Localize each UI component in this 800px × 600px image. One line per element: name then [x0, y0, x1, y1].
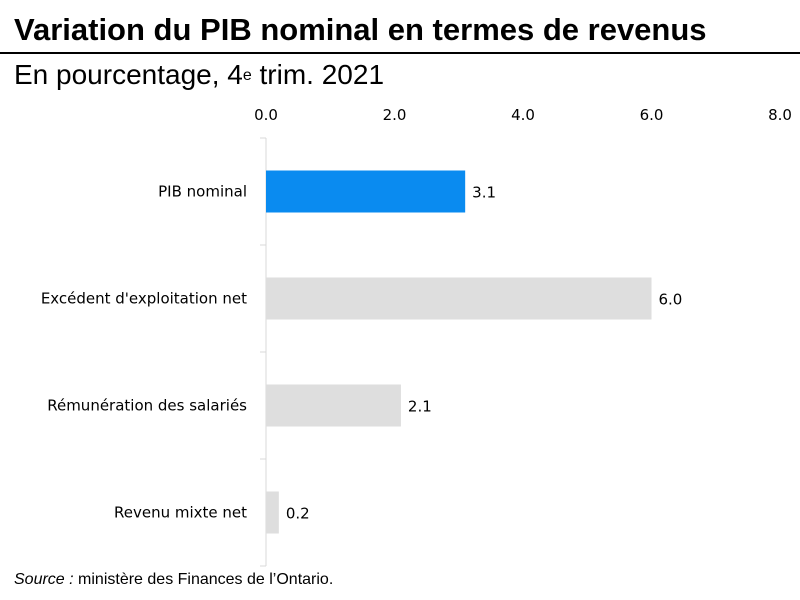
- data-label: 3.1: [472, 184, 496, 202]
- x-tick-label: 4.0: [511, 106, 535, 124]
- x-tick-label: 8.0: [768, 106, 792, 124]
- source-lead: Source :: [14, 571, 74, 588]
- data-label: 2.1: [408, 398, 432, 416]
- bar: [266, 277, 652, 320]
- title-divider: [0, 52, 800, 54]
- bar: [266, 384, 401, 427]
- subtitle-prefix: En pourcentage, 4: [14, 59, 243, 90]
- x-tick-label: 0.0: [254, 106, 278, 124]
- x-tick-label: 6.0: [640, 106, 664, 124]
- source-note: Source : ministère des Finances de l’Ont…: [14, 570, 333, 590]
- source-text: ministère des Finances de l’Ontario.: [73, 571, 334, 588]
- subtitle-superscript: e: [242, 67, 252, 84]
- chart-title: Variation du PIB nominal en termes de re…: [14, 12, 707, 47]
- bar: [266, 491, 279, 534]
- category-label: Revenu mixte net: [114, 504, 247, 522]
- chart-subtitle: En pourcentage, 4e trim. 2021: [14, 57, 384, 93]
- bar: [266, 170, 466, 213]
- x-tick-label: 2.0: [383, 106, 407, 124]
- subtitle-suffix: trim. 2021: [251, 59, 385, 90]
- data-label: 6.0: [659, 291, 683, 309]
- category-label: PIB nominal: [158, 183, 247, 201]
- category-label: Rémunération des salariés: [47, 397, 247, 415]
- category-label: Excédent d'exploitation net: [41, 290, 247, 308]
- data-label: 0.2: [286, 505, 310, 523]
